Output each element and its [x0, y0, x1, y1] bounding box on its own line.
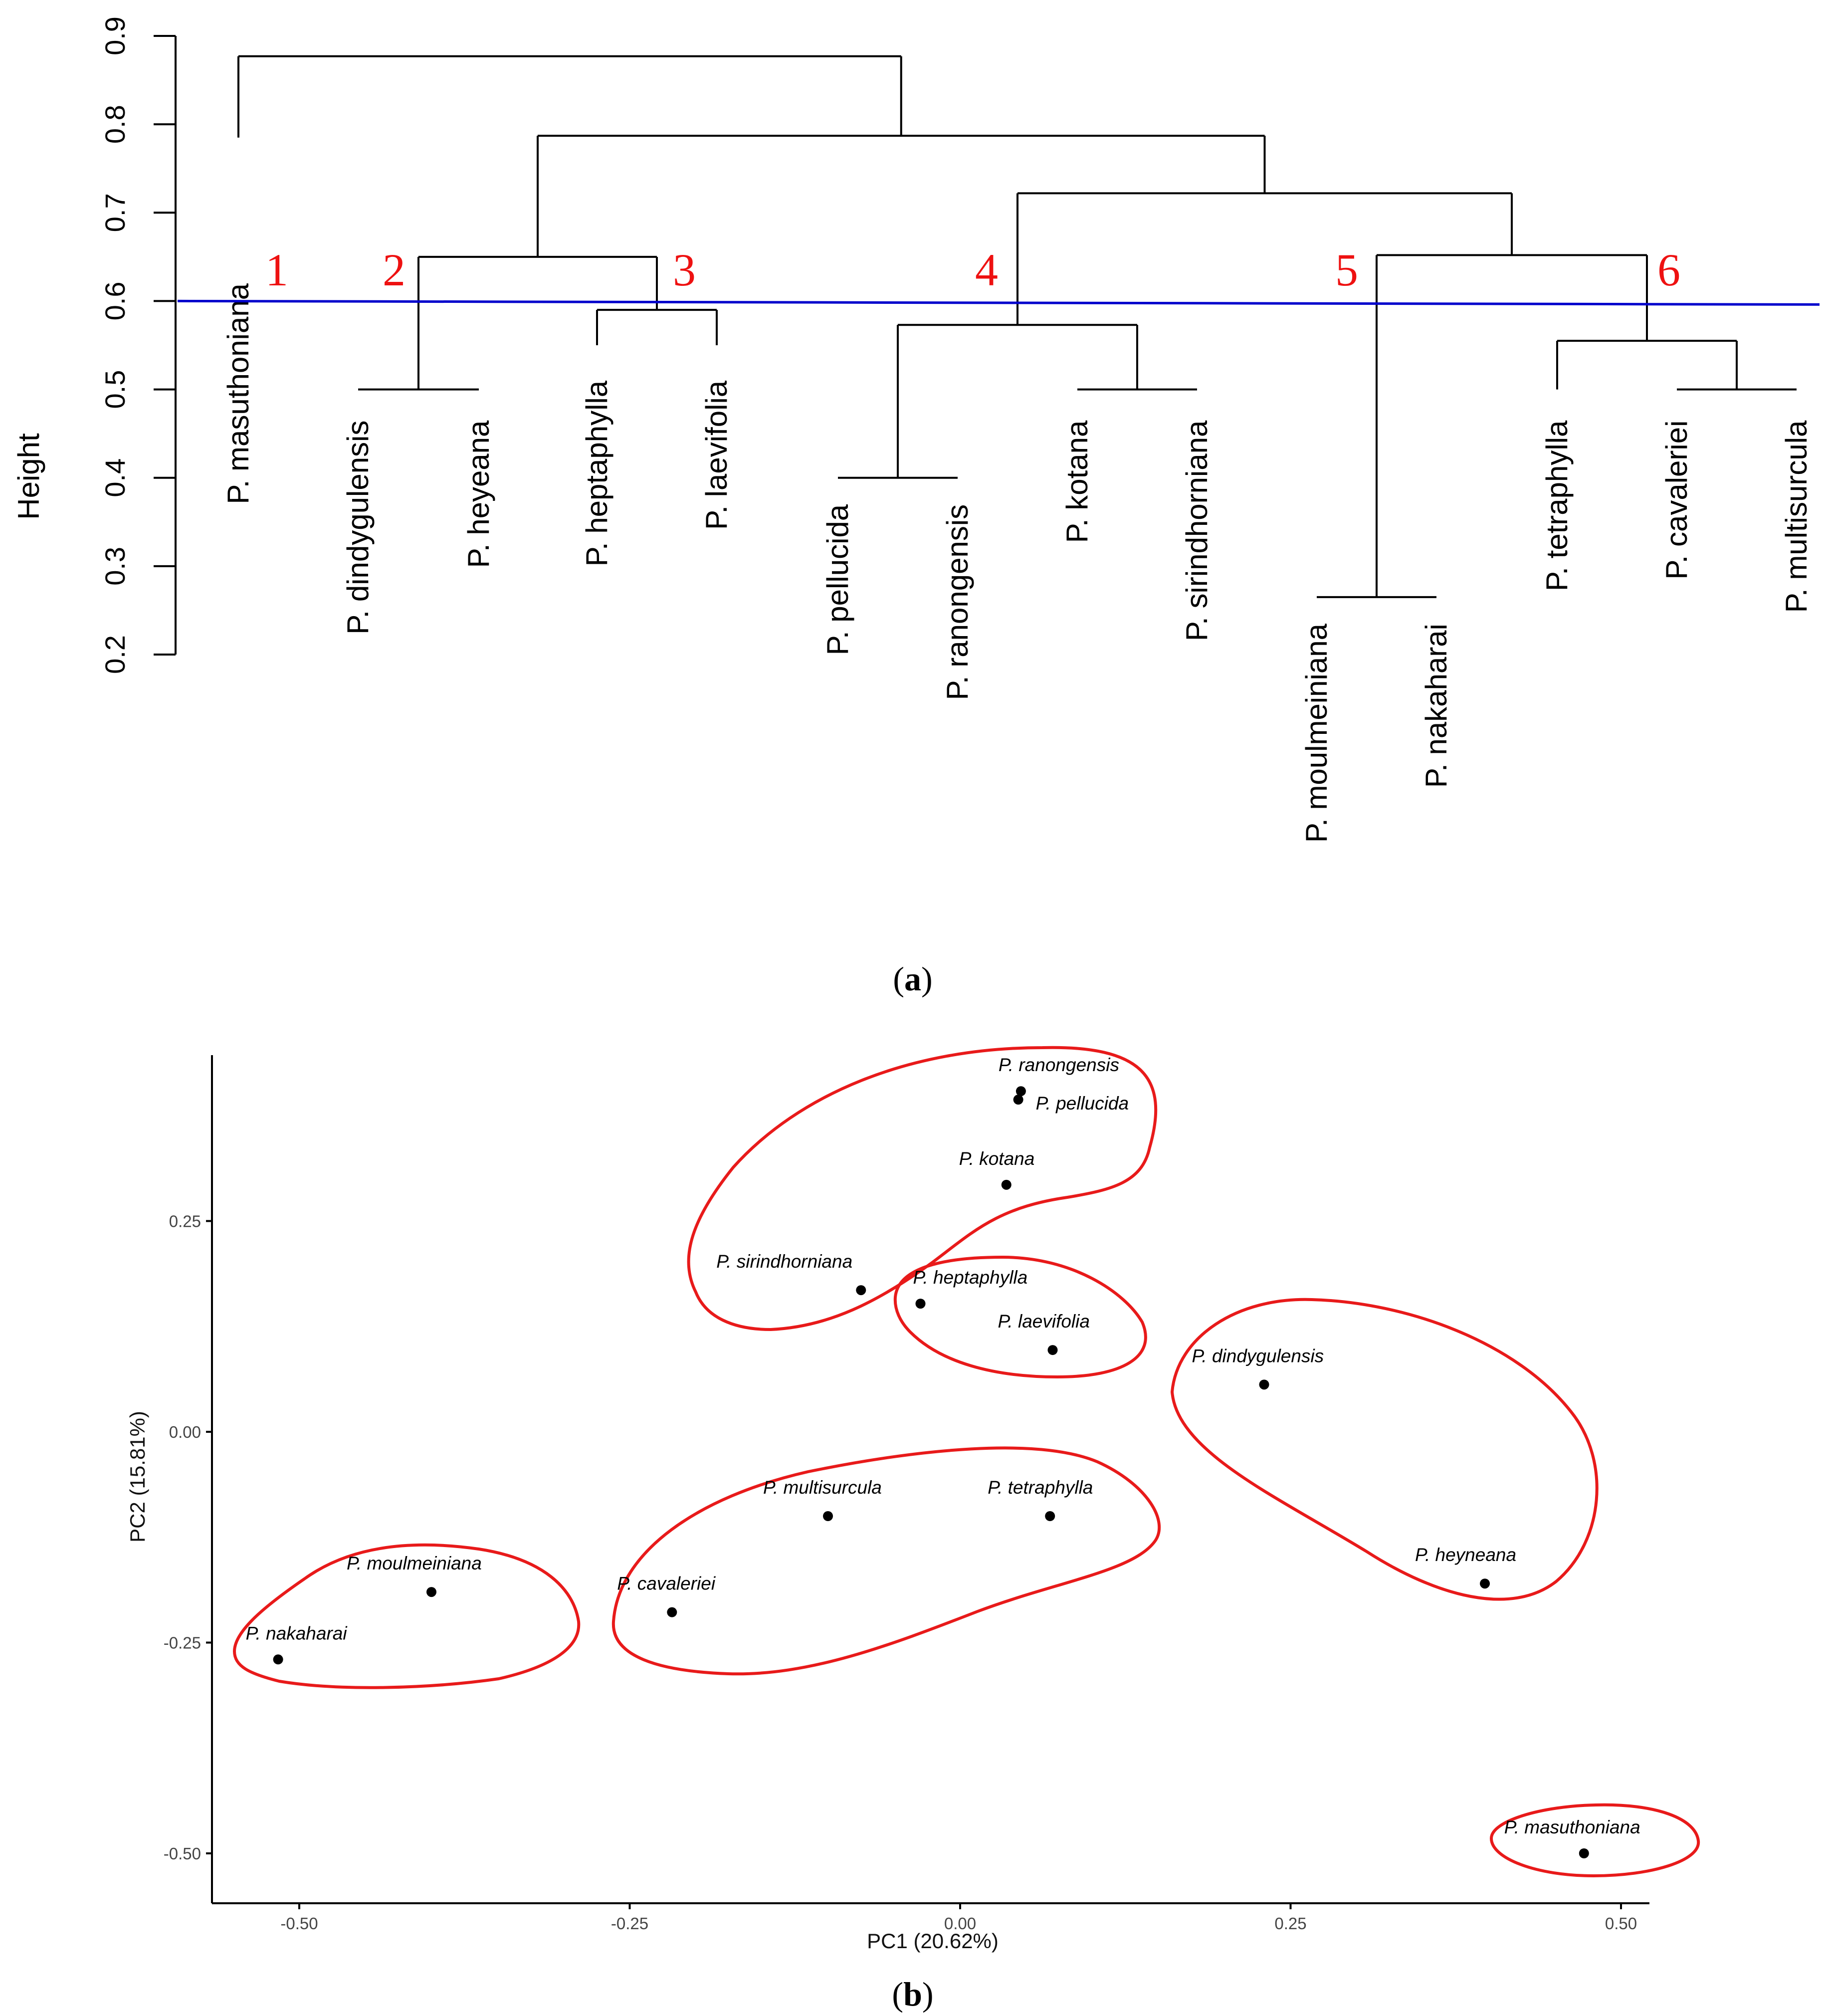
y-tick-label: 0.5: [99, 370, 131, 409]
leaf-label: P. tetraphylla: [1540, 420, 1574, 591]
y-tick-label: 0.2: [99, 635, 131, 674]
panel-b-caption: (b): [892, 1975, 933, 2013]
leaf-label: P. masuthoniana: [221, 283, 255, 504]
cluster-number: 1: [265, 244, 288, 295]
point-label: P. multisurcula: [763, 1477, 882, 1498]
x-tick-label: 0.50: [1605, 1914, 1637, 1933]
cluster-hull: [232, 1543, 581, 1689]
pca-scatter-panel: -0.50 -0.25 0.00 0.25 0.50 -0.50 -0.25 0.00 0.25…: [126, 1046, 1700, 1953]
x-tick-label: -0.50: [280, 1914, 318, 1933]
point-label: P. cavaleriei: [617, 1573, 716, 1594]
cluster-number: 2: [383, 244, 405, 295]
point-label: P. pellucida: [1036, 1093, 1129, 1114]
leaf-label: P. kotana: [1060, 420, 1094, 543]
data-point: [667, 1607, 677, 1617]
y-tick-label: 0.00: [169, 1423, 201, 1441]
x-tick-label: 0.00: [944, 1914, 976, 1933]
point-label: P. masuthoniana: [1504, 1817, 1640, 1837]
dendrogram-panel: 0.2 0.3 0.4 0.5 0.6 0.7 0.8 0.9 Height P. masutho…: [12, 16, 1820, 843]
point-label: P. tetraphylla: [988, 1477, 1093, 1498]
leaf-label: P. ranongensis: [941, 504, 974, 700]
y-tick-label: 0.25: [169, 1212, 201, 1231]
cluster-number: 6: [1657, 244, 1680, 295]
point-label: P. dindygulensis: [1192, 1345, 1324, 1366]
data-point: [915, 1299, 926, 1309]
data-point: [823, 1511, 833, 1521]
cluster-hull: [1489, 1803, 1700, 1878]
data-point: [273, 1654, 283, 1665]
y-axis-label: Height: [12, 433, 45, 520]
data-point: [1045, 1511, 1055, 1521]
y-tick-label: 0.9: [99, 16, 131, 55]
leaf-label: P. laevifolia: [700, 380, 733, 530]
data-point: [1259, 1379, 1269, 1390]
data-point: [1001, 1179, 1012, 1190]
point-label: P. kotana: [959, 1148, 1035, 1169]
point-label: P. ranongensis: [999, 1055, 1119, 1075]
x-tick-label: 0.25: [1274, 1914, 1306, 1933]
leaf-label: P. heyeana: [462, 420, 495, 568]
cluster-hull: [611, 1446, 1161, 1676]
panel-a-caption: (a): [893, 960, 932, 998]
data-point: [1480, 1578, 1490, 1589]
point-label: P. heptaphylla: [913, 1267, 1028, 1288]
y-tick-label: 0.7: [99, 193, 131, 232]
cluster-number: 4: [975, 244, 998, 295]
leaf-label: P. cavaleriei: [1660, 421, 1693, 580]
leaf-label: P. pellucida: [821, 504, 854, 655]
cluster-hull: [1170, 1298, 1599, 1601]
point-label: P. laevifolia: [998, 1311, 1090, 1332]
y-axis-label: PC2 (15.81%): [126, 1411, 149, 1543]
data-point: [856, 1285, 866, 1296]
y-tick-label: 0.8: [99, 105, 131, 144]
data-point: [426, 1587, 436, 1597]
point-label: P. heyneana: [1415, 1545, 1516, 1565]
cluster-number: 5: [1335, 244, 1358, 295]
x-axis-label: PC1 (20.62%): [867, 1929, 999, 1953]
leaf-label: P. nakaharai: [1419, 624, 1453, 788]
cluster-hull: [687, 1046, 1158, 1332]
data-point: [1013, 1095, 1023, 1105]
leaf-label: P. sirindhorniana: [1180, 420, 1214, 641]
point-label: P. moulmeiniana: [347, 1553, 482, 1573]
y-tick-label: -0.25: [164, 1634, 201, 1652]
data-point: [1015, 1086, 1026, 1097]
cut-line: [177, 299, 1820, 306]
x-tick-label: -0.25: [611, 1914, 648, 1933]
point-label: P. nakaharai: [246, 1623, 348, 1643]
data-point: [1579, 1848, 1589, 1858]
cluster-hull: [893, 1255, 1147, 1379]
y-tick-label: -0.50: [164, 1844, 201, 1863]
leaf-label: P. dindygulensis: [341, 421, 375, 635]
point-label: P. sirindhorniana: [716, 1251, 852, 1272]
cluster-number: 3: [673, 244, 696, 295]
y-tick-label: 0.4: [99, 458, 131, 497]
y-tick-label: 0.3: [99, 547, 131, 586]
leaf-label: P. moulmeiniana: [1300, 623, 1333, 843]
leaf-label: P. multisurcula: [1780, 420, 1813, 613]
y-tick-label: 0.6: [99, 281, 131, 320]
leaf-label: P. heptaphylla: [580, 380, 613, 566]
data-point: [1047, 1345, 1058, 1355]
